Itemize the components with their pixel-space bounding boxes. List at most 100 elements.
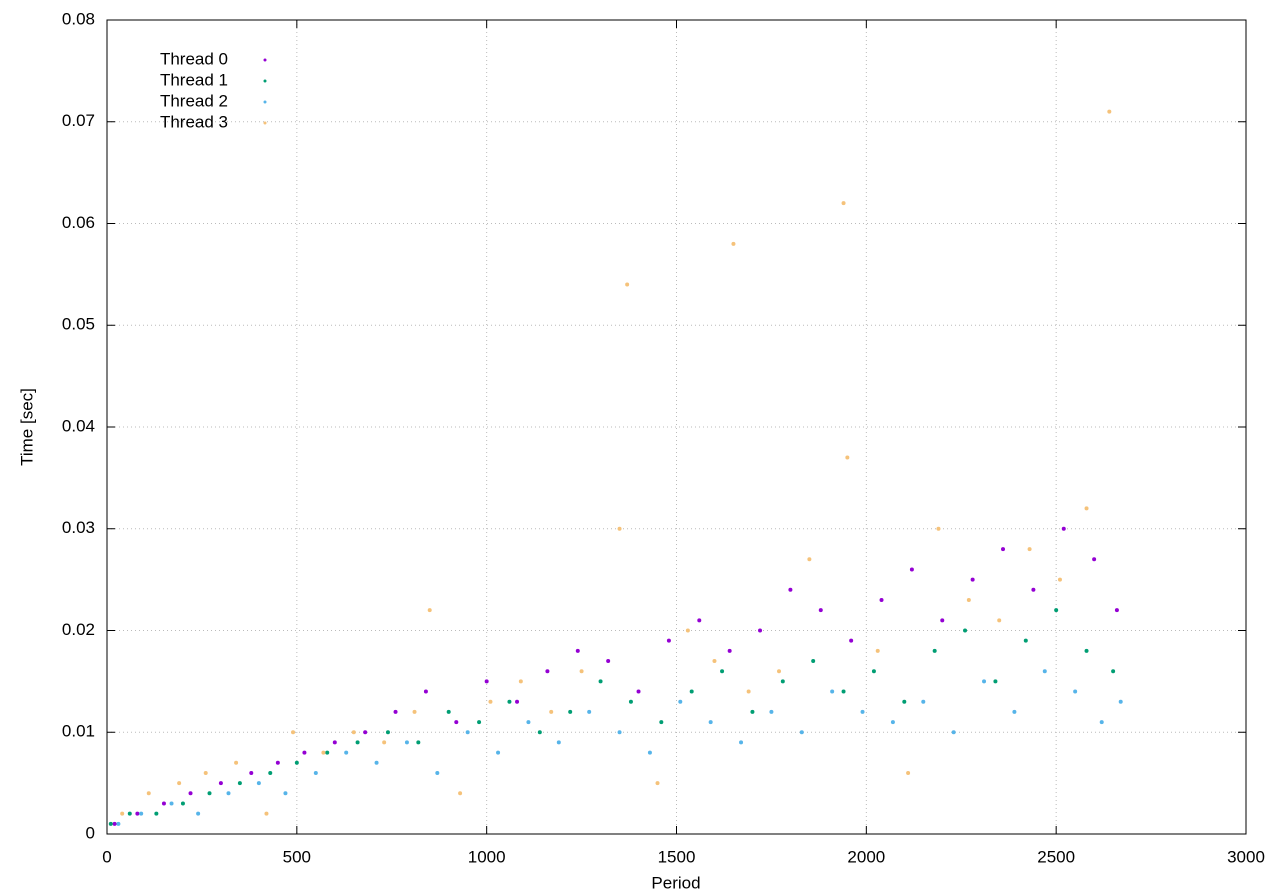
point xyxy=(382,740,387,745)
point xyxy=(970,577,975,582)
point xyxy=(879,597,884,602)
point xyxy=(727,648,732,653)
point xyxy=(982,679,987,684)
point xyxy=(712,659,717,664)
point xyxy=(218,781,223,786)
point xyxy=(484,679,489,684)
point xyxy=(697,618,702,623)
point xyxy=(161,801,166,806)
point xyxy=(446,709,451,714)
point xyxy=(264,811,269,816)
point xyxy=(625,282,630,287)
point xyxy=(169,801,174,806)
x-tick-label: 1000 xyxy=(468,847,506,866)
point xyxy=(799,730,804,735)
point xyxy=(237,781,242,786)
y-tick-label: 0.05 xyxy=(62,315,95,334)
point xyxy=(1073,689,1078,694)
x-axis-label: Period xyxy=(651,873,700,892)
point xyxy=(788,587,793,592)
legend-marker xyxy=(263,79,267,83)
point xyxy=(374,760,379,765)
y-tick-label: 0.08 xyxy=(62,9,95,28)
point xyxy=(587,709,592,714)
point xyxy=(963,628,968,633)
point xyxy=(909,567,914,572)
point xyxy=(203,770,208,775)
point xyxy=(666,638,671,643)
point xyxy=(196,811,201,816)
point xyxy=(811,659,816,664)
point xyxy=(423,689,428,694)
point xyxy=(579,669,584,674)
point xyxy=(689,689,694,694)
point xyxy=(598,679,603,684)
legend-marker xyxy=(263,121,267,125)
point xyxy=(556,740,561,745)
y-tick-label: 0.06 xyxy=(62,213,95,232)
point xyxy=(458,791,463,796)
point xyxy=(769,709,774,714)
point xyxy=(291,730,296,735)
point xyxy=(135,811,140,816)
point xyxy=(294,760,299,765)
point xyxy=(427,608,432,613)
y-axis-label: Time [sec] xyxy=(17,388,36,466)
point xyxy=(1118,699,1123,704)
legend-label: Thread 0 xyxy=(160,49,228,68)
x-tick-label: 2500 xyxy=(1037,847,1075,866)
point xyxy=(283,791,288,796)
point xyxy=(180,801,185,806)
point xyxy=(465,730,470,735)
point xyxy=(906,770,911,775)
point xyxy=(936,526,941,531)
point xyxy=(617,526,622,531)
point xyxy=(1092,557,1097,562)
point xyxy=(355,740,360,745)
y-tick-label: 0.03 xyxy=(62,518,95,537)
y-tick-label: 0 xyxy=(86,823,95,842)
point xyxy=(1084,648,1089,653)
point xyxy=(393,709,398,714)
point xyxy=(678,699,683,704)
point xyxy=(116,821,121,826)
point xyxy=(545,669,550,674)
y-tick-label: 0.01 xyxy=(62,722,95,741)
point xyxy=(404,740,409,745)
point xyxy=(966,597,971,602)
point xyxy=(139,811,144,816)
point xyxy=(777,669,782,674)
point xyxy=(1114,608,1119,613)
point xyxy=(647,750,652,755)
point xyxy=(515,699,520,704)
point xyxy=(256,781,261,786)
point xyxy=(112,821,117,826)
point xyxy=(488,699,493,704)
point xyxy=(849,638,854,643)
point xyxy=(275,760,280,765)
point xyxy=(518,679,523,684)
point xyxy=(507,699,512,704)
point xyxy=(636,689,641,694)
point xyxy=(568,709,573,714)
point xyxy=(830,689,835,694)
point xyxy=(951,730,956,735)
point xyxy=(708,720,713,725)
point xyxy=(1054,608,1059,613)
point xyxy=(1111,669,1116,674)
point xyxy=(1012,709,1017,714)
point xyxy=(993,679,998,684)
point xyxy=(412,709,417,714)
point xyxy=(1084,506,1089,511)
point xyxy=(249,770,254,775)
point xyxy=(332,740,337,745)
point xyxy=(321,750,326,755)
point xyxy=(940,618,945,623)
point xyxy=(750,709,755,714)
legend-label: Thread 2 xyxy=(160,91,228,110)
point xyxy=(1057,577,1062,582)
point xyxy=(496,750,501,755)
point xyxy=(655,781,660,786)
point xyxy=(454,720,459,725)
